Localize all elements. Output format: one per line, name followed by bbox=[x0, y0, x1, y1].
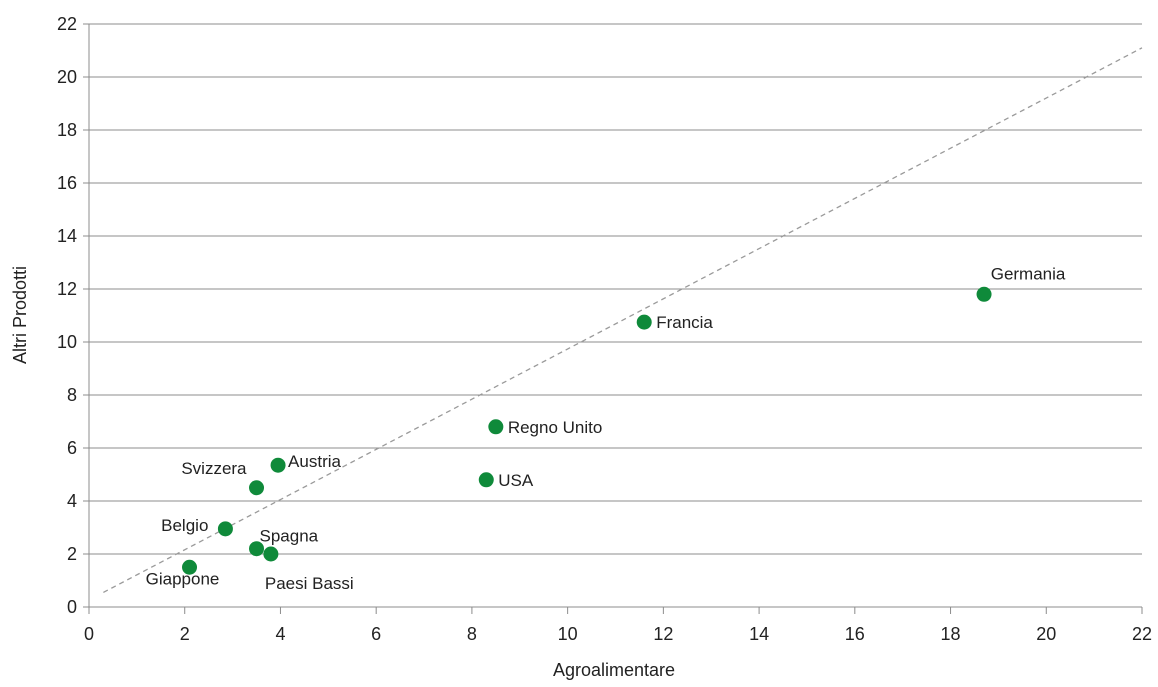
x-tick-label: 20 bbox=[1036, 624, 1056, 644]
data-label: USA bbox=[498, 471, 534, 490]
x-tick-label: 4 bbox=[275, 624, 285, 644]
x-tick-label: 12 bbox=[653, 624, 673, 644]
y-tick-label: 20 bbox=[57, 67, 77, 87]
x-tick-label: 2 bbox=[180, 624, 190, 644]
y-tick-label: 8 bbox=[67, 385, 77, 405]
data-point bbox=[217, 521, 233, 537]
y-tick-label: 18 bbox=[57, 120, 77, 140]
y-axis-title: Altri Prodotti bbox=[10, 266, 30, 364]
x-tick-label: 8 bbox=[467, 624, 477, 644]
data-label: Germania bbox=[991, 264, 1066, 283]
y-tick-label: 2 bbox=[67, 544, 77, 564]
y-tick-label: 22 bbox=[57, 14, 77, 34]
data-label: Austria bbox=[288, 452, 341, 471]
data-label: Giappone bbox=[146, 569, 220, 588]
x-tick-label: 10 bbox=[558, 624, 578, 644]
y-tick-label: 6 bbox=[67, 438, 77, 458]
x-tick-label: 22 bbox=[1132, 624, 1152, 644]
data-point bbox=[249, 541, 265, 557]
y-tick-label: 4 bbox=[67, 491, 77, 511]
data-point bbox=[270, 457, 286, 473]
x-tick-label: 18 bbox=[941, 624, 961, 644]
data-label: Spagna bbox=[260, 527, 319, 546]
y-tick-label: 0 bbox=[67, 597, 77, 617]
data-label: Regno Unito bbox=[508, 418, 603, 437]
data-label: Francia bbox=[656, 313, 713, 332]
data-label: Paesi Bassi bbox=[265, 574, 354, 593]
trendline bbox=[103, 47, 1143, 594]
trendline-group bbox=[103, 47, 1143, 594]
x-axis-title: Agroalimentare bbox=[553, 660, 675, 680]
data-label: Belgio bbox=[161, 516, 208, 535]
gridlines bbox=[89, 23, 1142, 555]
x-tick-label: 16 bbox=[845, 624, 865, 644]
data-point bbox=[249, 480, 265, 496]
y-tick-label: 12 bbox=[57, 279, 77, 299]
data-point bbox=[636, 314, 652, 330]
y-tick-label: 16 bbox=[57, 173, 77, 193]
data-point bbox=[182, 559, 198, 575]
x-tick-label: 6 bbox=[371, 624, 381, 644]
data-point bbox=[263, 546, 279, 562]
data-points bbox=[182, 286, 992, 575]
data-point bbox=[976, 286, 992, 302]
data-point bbox=[478, 472, 494, 488]
data-labels: Germania Francia Regno Unito USA Austria Sviz… bbox=[146, 264, 1066, 593]
x-tick-label: 0 bbox=[84, 624, 94, 644]
y-tick-label: 14 bbox=[57, 226, 77, 246]
data-label: Svizzera bbox=[181, 459, 247, 478]
data-point bbox=[488, 419, 504, 435]
x-tick-label: 14 bbox=[749, 624, 769, 644]
y-tick-label: 10 bbox=[57, 332, 77, 352]
axes: 0 2 4 6 8 10 12 14 16 18 20 22 0 2 4 6 8 10 12 14 16 18 20 22 bbox=[57, 14, 1152, 644]
